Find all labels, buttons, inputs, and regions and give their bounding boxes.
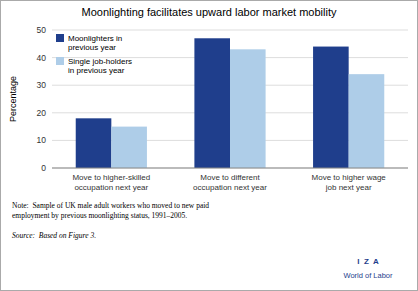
legend-swatch [56,57,64,65]
bar [349,74,385,168]
legend-swatch [56,34,64,42]
annotation: World of Labor [343,271,393,280]
x-tick-label: Move to higher-skilledoccupation next ye… [72,173,150,192]
title: Moonlighting facilitates upward labor ma… [82,6,337,18]
figure-border [1,1,418,291]
chart: Moonlighting facilitates upward labor ma… [0,0,418,291]
annotation: I Z A [357,257,379,266]
grid-line [52,168,408,169]
x-axis-line [52,168,408,169]
y-tick-label: 10 [37,135,47,145]
y-tick-label: 50 [37,25,47,35]
annotation: Source: Based on Figure 3. [12,231,96,240]
bar [111,127,147,168]
y-tick-label: 20 [37,108,47,118]
y-tick-label: 0 [41,163,46,173]
annotation: Note: Sample of UK male adult workers wh… [12,201,209,220]
bar [76,118,112,168]
bar [194,38,230,168]
y-tick-label: 40 [37,53,47,63]
bar [230,49,266,168]
y-tick-label: 30 [37,80,47,90]
legend-label: Moonlighters inprevious year [68,34,122,52]
legend-label: Single job-holdersin previous year [68,57,132,75]
x-tick-label: Move to differentoccupation next year [193,173,267,192]
x-tick-label: Move to higher wagejob next year [312,173,387,192]
bar [313,47,349,168]
grid-line [52,30,408,31]
y-axis-label: Percentage [8,76,18,122]
